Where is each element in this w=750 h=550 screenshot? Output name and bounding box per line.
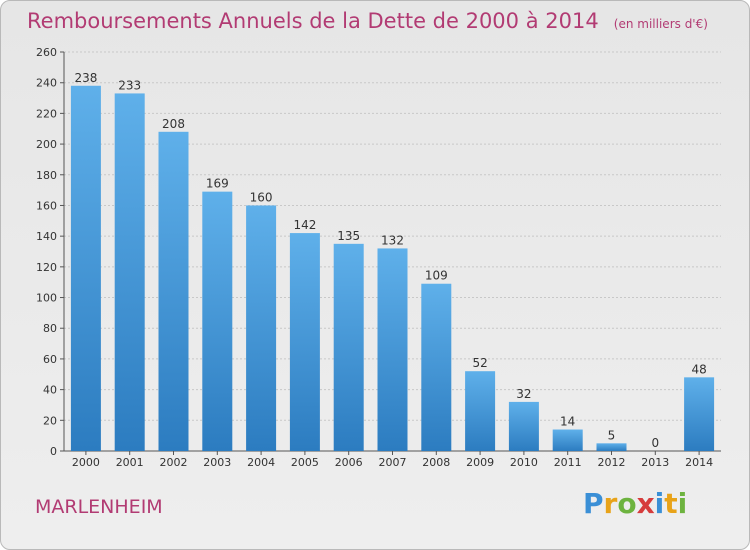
x-tick-label: 2001: [116, 456, 144, 469]
y-tick-label: 100: [36, 292, 57, 305]
y-tick-label: 140: [36, 230, 57, 243]
data-label-2000: 238: [74, 71, 97, 85]
chart-subtitle: (en milliers d'€): [613, 17, 708, 31]
data-label-2013: 0: [651, 436, 659, 450]
data-label-2009: 52: [472, 356, 487, 370]
x-tick-label: 2004: [247, 456, 275, 469]
data-label-2004: 160: [250, 190, 273, 204]
commune-name: MARLENHEIM: [35, 496, 163, 518]
data-label-2007: 132: [381, 233, 404, 247]
bar-2006: [333, 243, 364, 451]
labels: 238 233 208 169 160 142 135 132 109 52 32 14 5 0 48: [74, 71, 706, 450]
x-tick-label: 2000: [72, 456, 100, 469]
bar-2005: [289, 233, 320, 451]
x-tick-label: 2005: [291, 456, 319, 469]
data-label-2001: 233: [118, 78, 141, 92]
x-tick-label: 2013: [641, 456, 669, 469]
bar-2009: [465, 371, 496, 451]
bar-2008: [421, 283, 452, 451]
x-tick-label: 2003: [203, 456, 231, 469]
y-tick-label: 160: [36, 199, 57, 212]
axes: 0204060801001201401601802002202402602000…: [36, 46, 721, 469]
y-tick-label: 60: [43, 353, 57, 366]
bar-2012: [596, 443, 627, 451]
title-row: Remboursements Annuels de la Dette de 20…: [27, 9, 708, 33]
y-tick-label: 0: [50, 445, 57, 458]
bar-2004: [246, 205, 277, 451]
x-tick-label: 2008: [422, 456, 450, 469]
data-label-2003: 169: [206, 177, 229, 191]
y-tick-label: 260: [36, 46, 57, 59]
x-tick-label: 2012: [598, 456, 626, 469]
x-tick-label: 2014: [685, 456, 713, 469]
y-tick-label: 80: [43, 322, 57, 335]
bar-2002: [158, 131, 189, 452]
x-tick-label: 2011: [554, 456, 582, 469]
data-label-2008: 109: [425, 269, 448, 283]
data-label-2005: 142: [293, 218, 316, 232]
y-tick-label: 200: [36, 138, 57, 151]
data-label-2006: 135: [337, 229, 360, 243]
bar-2007: [377, 248, 408, 451]
x-tick-label: 2002: [160, 456, 188, 469]
data-label-2012: 5: [608, 428, 616, 442]
bar-2010: [508, 401, 539, 451]
proxiti-logo: Proxiti: [583, 487, 688, 520]
y-tick-label: 40: [43, 384, 57, 397]
x-tick-label: 2006: [335, 456, 363, 469]
bars: [70, 85, 715, 452]
bar-2001: [114, 93, 145, 451]
data-label-2014: 48: [691, 362, 706, 376]
bar-2000: [70, 85, 101, 451]
x-tick-label: 2007: [379, 456, 407, 469]
y-tick-label: 20: [43, 414, 57, 427]
bar-2014: [684, 377, 715, 451]
x-tick-label: 2010: [510, 456, 538, 469]
y-tick-label: 180: [36, 169, 57, 182]
data-label-2010: 32: [516, 387, 531, 401]
y-tick-label: 220: [36, 107, 57, 120]
y-tick-label: 240: [36, 77, 57, 90]
data-label-2002: 208: [162, 117, 185, 131]
bar-2003: [202, 191, 233, 451]
bar-2011: [552, 429, 583, 451]
y-tick-label: 120: [36, 261, 57, 274]
chart-title: Remboursements Annuels de la Dette de 20…: [27, 9, 599, 33]
data-label-2011: 14: [560, 415, 575, 429]
x-tick-label: 2009: [466, 456, 494, 469]
